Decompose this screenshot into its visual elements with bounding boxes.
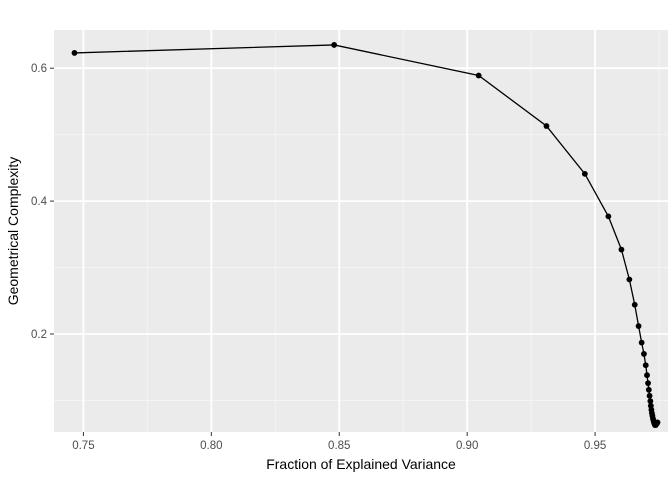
data-point [642, 362, 649, 369]
data-point [646, 392, 653, 399]
x-tick-label: 0.95 [584, 440, 606, 452]
data-point [475, 72, 482, 79]
data-point [626, 276, 633, 283]
y-tick-label: 0.2 [31, 329, 47, 341]
data-point [645, 386, 652, 393]
data-point [654, 419, 661, 426]
data-point [581, 170, 588, 177]
series-layer [71, 42, 661, 428]
x-axis-title: Fraction of Explained Variance [266, 456, 456, 472]
data-point [543, 123, 550, 129]
axis-ticks [50, 67, 596, 436]
y-tick-label: 0.6 [31, 63, 47, 75]
data-point [641, 351, 647, 357]
data-point [635, 323, 642, 329]
data-point [638, 339, 645, 346]
x-tick-label: 0.80 [200, 440, 222, 452]
x-tick-label: 0.75 [72, 440, 94, 452]
data-point [644, 372, 650, 379]
data-point [647, 398, 654, 405]
data-point [645, 380, 651, 387]
minor-gridlines [54, 30, 668, 432]
data-point [618, 246, 625, 253]
x-tick-labels: 0.75 0.80 0.85 0.90 0.95 [72, 440, 606, 452]
y-tick-label: 0.4 [31, 196, 48, 208]
data-point [331, 42, 338, 48]
data-point [605, 213, 612, 220]
y-tick-labels: 0.2 0.4 0.6 [31, 63, 48, 341]
panel-background [54, 30, 668, 432]
major-gridlines [54, 30, 668, 432]
data-point [631, 301, 638, 308]
x-tick-label: 0.85 [328, 440, 350, 452]
data-point [71, 50, 78, 56]
x-tick-label: 0.90 [456, 440, 478, 452]
y-axis-title: Geometrical Complexity [5, 157, 21, 306]
